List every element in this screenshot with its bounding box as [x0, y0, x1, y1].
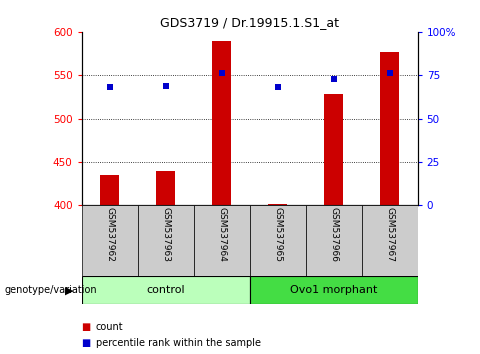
Bar [250, 276, 418, 304]
Text: genotype/variation: genotype/variation [5, 285, 97, 295]
Bar [361, 205, 418, 276]
Text: count: count [96, 322, 124, 332]
Bar [268, 204, 288, 205]
Bar [380, 52, 399, 205]
Bar [82, 205, 138, 276]
Text: GSM537967: GSM537967 [385, 207, 394, 262]
Title: GDS3719 / Dr.19915.1.S1_at: GDS3719 / Dr.19915.1.S1_at [160, 16, 339, 29]
Text: ■: ■ [82, 322, 91, 332]
Bar [156, 171, 175, 205]
Bar [306, 205, 361, 276]
Bar [324, 94, 343, 205]
Text: GSM537963: GSM537963 [161, 207, 170, 262]
Text: GSM537965: GSM537965 [273, 207, 282, 262]
Text: percentile rank within the sample: percentile rank within the sample [96, 338, 261, 348]
Text: control: control [146, 285, 185, 295]
Text: GSM537962: GSM537962 [105, 207, 114, 262]
Bar [250, 205, 306, 276]
Text: GSM537966: GSM537966 [329, 207, 338, 262]
Text: Ovo1 morphant: Ovo1 morphant [290, 285, 377, 295]
Bar [100, 175, 120, 205]
Text: ■: ■ [82, 338, 91, 348]
Bar [212, 41, 231, 205]
Bar [138, 205, 193, 276]
Bar [82, 276, 250, 304]
Bar [193, 205, 250, 276]
Text: GSM537964: GSM537964 [217, 207, 226, 262]
Text: ▶: ▶ [65, 285, 74, 295]
